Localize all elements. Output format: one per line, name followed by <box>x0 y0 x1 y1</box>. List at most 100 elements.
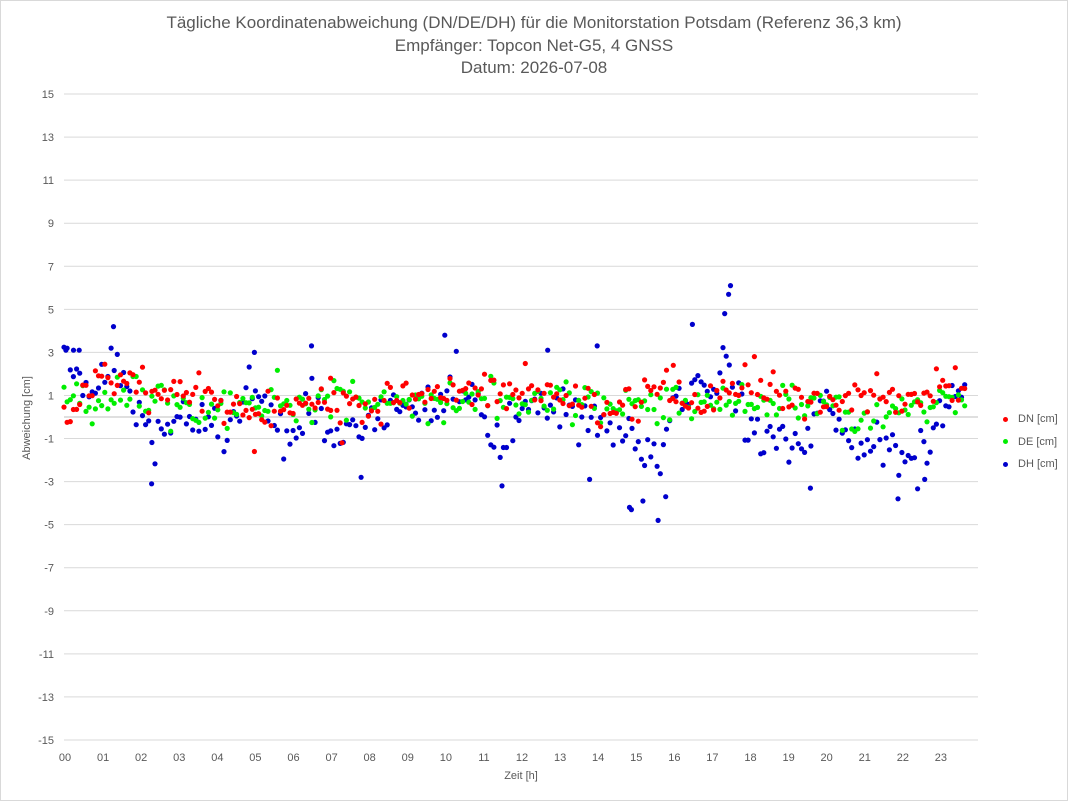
data-point <box>516 395 522 401</box>
data-point <box>839 427 845 433</box>
data-point <box>347 401 353 407</box>
data-point <box>846 438 852 444</box>
data-point <box>651 384 657 390</box>
data-point <box>921 409 927 415</box>
data-point <box>786 396 792 402</box>
y-axis-label: Abweichung [cm] <box>21 376 33 460</box>
data-point <box>871 418 877 424</box>
data-point <box>742 408 748 414</box>
data-point <box>234 393 240 400</box>
y-tick-label: -11 <box>39 649 54 661</box>
series-dn <box>61 354 968 455</box>
data-point <box>795 415 801 421</box>
data-point <box>466 380 472 386</box>
data-point <box>368 408 375 414</box>
data-point <box>940 377 946 383</box>
data-point <box>378 421 384 427</box>
data-point <box>704 388 710 394</box>
data-point <box>428 395 434 402</box>
data-point <box>535 410 541 416</box>
data-point <box>858 417 864 423</box>
data-point <box>111 400 117 406</box>
data-point <box>328 428 334 434</box>
data-point <box>262 393 268 399</box>
y-tick-label: -1 <box>44 434 54 446</box>
data-point <box>764 412 770 418</box>
data-point <box>638 399 645 405</box>
legend-label-de: DE [cm] <box>1018 435 1058 448</box>
data-point <box>227 390 233 396</box>
data-point <box>353 423 359 429</box>
data-point <box>886 447 893 453</box>
data-point <box>161 431 167 437</box>
data-point <box>610 442 616 448</box>
data-point <box>519 390 525 396</box>
data-point <box>481 371 488 377</box>
data-point <box>798 394 805 400</box>
data-point <box>296 425 302 431</box>
data-point <box>874 371 880 377</box>
data-point <box>770 434 776 440</box>
data-point <box>208 401 215 407</box>
data-point <box>871 444 877 450</box>
data-point <box>133 422 139 428</box>
data-point <box>754 391 761 398</box>
data-point-outlier <box>807 485 814 491</box>
data-point <box>460 398 466 405</box>
data-point <box>613 410 619 416</box>
x-tick-label: 19 <box>782 752 794 764</box>
data-point <box>676 379 682 385</box>
data-point <box>186 399 193 405</box>
x-tick-labels: 00 01 02 03 04 05 06 07 08 09 10 11 12 13 14 15 16 17 18 19… <box>59 752 947 764</box>
data-point <box>475 392 481 398</box>
data-point <box>795 441 801 447</box>
data-point <box>117 372 124 378</box>
data-point <box>328 414 334 420</box>
data-point <box>378 394 384 400</box>
data-point <box>855 426 861 432</box>
data-point <box>362 405 368 411</box>
data-point <box>362 424 368 430</box>
data-point <box>309 401 315 407</box>
data-point <box>124 380 130 387</box>
data-point <box>955 397 962 403</box>
data-point <box>824 404 830 410</box>
data-point-outlier <box>727 283 734 289</box>
data-point <box>494 422 500 428</box>
y-tick-label: 9 <box>48 218 54 230</box>
data-point <box>513 402 519 408</box>
data-point <box>629 416 635 422</box>
data-point-outlier <box>628 507 635 513</box>
data-point <box>274 427 280 433</box>
data-point <box>780 405 786 412</box>
data-point <box>224 425 230 431</box>
data-point <box>918 402 924 408</box>
data-point <box>171 378 177 384</box>
data-point <box>754 416 761 422</box>
data-point <box>638 456 645 462</box>
data-point <box>836 394 842 400</box>
data-point <box>136 403 142 409</box>
data-point <box>306 395 312 401</box>
data-point <box>798 446 805 452</box>
data-point <box>698 379 704 385</box>
data-point <box>642 377 648 383</box>
x-tick-label: 06 <box>287 752 299 764</box>
data-point <box>689 416 695 422</box>
data-point <box>406 405 412 411</box>
data-point <box>525 409 532 415</box>
data-point <box>591 391 598 398</box>
data-point <box>67 367 73 373</box>
data-point <box>601 412 607 418</box>
data-point <box>902 401 908 407</box>
data-point <box>243 385 249 391</box>
data-point <box>739 385 745 391</box>
data-point <box>551 406 557 412</box>
data-point <box>139 364 146 370</box>
data-point <box>252 388 258 394</box>
data-point <box>563 379 569 385</box>
data-point <box>171 418 177 424</box>
data-point <box>472 397 478 403</box>
y-tick-label: -5 <box>44 520 54 532</box>
data-point <box>915 399 921 405</box>
